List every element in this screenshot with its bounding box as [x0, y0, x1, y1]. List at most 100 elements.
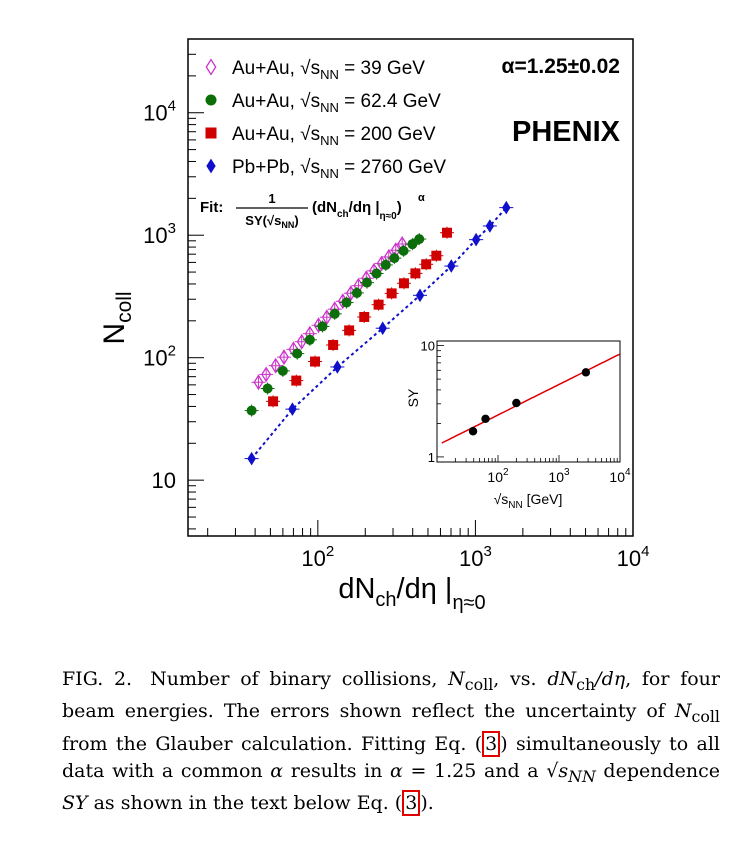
- data-point: [292, 348, 303, 359]
- x-tick-label: 103: [459, 543, 492, 571]
- data-point: [447, 259, 456, 273]
- data-point: [344, 325, 355, 336]
- data-point: [378, 321, 387, 335]
- data-point: [361, 277, 372, 288]
- data-point: [485, 219, 495, 233]
- data-point: [333, 360, 342, 374]
- inset-y-tick-label: 1: [428, 450, 435, 465]
- data-point: [246, 405, 257, 416]
- inset-frame: [436, 340, 621, 463]
- caption-ncoll: Ncoll: [448, 668, 494, 694]
- inset-data-point: [481, 414, 490, 423]
- caption-text: as shown in the text below Eq. (: [87, 792, 403, 815]
- data-point: [288, 402, 297, 416]
- caption-text: , vs.: [493, 668, 548, 690]
- data-point: [431, 250, 442, 261]
- series-group: [266, 226, 454, 408]
- caption-text: , for four beam energies. The errors sho…: [62, 668, 720, 723]
- inset-x-axis-label: √sNN [GeV]: [494, 491, 563, 511]
- x-tick-label: 102: [301, 543, 334, 571]
- data-point: [414, 234, 425, 245]
- inset-data-point: [512, 398, 521, 408]
- data-point: [441, 227, 452, 238]
- data-point: [277, 365, 288, 376]
- y-tick-label: 103: [143, 220, 176, 248]
- data-point: [359, 311, 370, 322]
- y-tick-label: 102: [143, 343, 176, 371]
- data-point: [380, 259, 391, 270]
- fit-exponent: α: [418, 192, 425, 204]
- legend-label: Au+Au, √sNN = 200 GeV: [232, 124, 436, 148]
- data-point: [471, 232, 481, 247]
- data-point: [291, 375, 302, 386]
- inset-axes: 102 103 104 1 10: [421, 339, 631, 485]
- data-point: [328, 339, 339, 350]
- data-point: [398, 278, 409, 289]
- y-tick-label: 104: [143, 98, 176, 126]
- legend-label: Au+Au, √sNN = 39 GeV: [232, 58, 425, 82]
- fit-body: (dNch/dη |η≈0): [312, 199, 402, 222]
- caption-alpha: α: [390, 760, 403, 783]
- data-point: [341, 297, 352, 308]
- inset-x-tick-label: 104: [609, 467, 631, 485]
- experiment-label: PHENIX: [512, 116, 621, 148]
- data-point: [253, 374, 264, 391]
- data-point: [373, 299, 384, 310]
- legend-marker: [206, 158, 216, 174]
- equation-reference-link[interactable]: 3: [402, 790, 421, 817]
- fit-label: Fit:: [200, 199, 223, 216]
- data-point: [247, 451, 256, 466]
- data-point: [329, 308, 340, 319]
- legend: Au+Au, √sNN = 39 GeV Au+Au, √sNN = 62.4 G…: [205, 58, 446, 181]
- fit-formula: Fit: 1 SY(√sNN) (dNch/dη |η≈0) α: [200, 191, 425, 230]
- caption-text: = 1.25 and a: [402, 760, 547, 783]
- fit-numerator: 1: [268, 191, 275, 206]
- caption-alpha: α: [270, 760, 284, 783]
- caption-ncoll: Ncoll: [674, 700, 720, 727]
- data-point: [398, 245, 409, 256]
- data-point: [261, 366, 272, 383]
- caption-sqrt-s: √sNN: [546, 760, 596, 786]
- caption-text: results in: [283, 760, 391, 783]
- caption-text: dependence: [595, 760, 720, 783]
- data-point: [410, 268, 421, 279]
- legend-label: Pb+Pb, √sNN = 2760 GeV: [232, 157, 446, 181]
- y-axis-label: Ncoll: [98, 291, 136, 344]
- inset-y-axis-label: SY: [405, 388, 421, 407]
- equation-reference-link[interactable]: 3: [482, 730, 501, 757]
- x-axis-label: dNch/dη |η≈0: [338, 573, 485, 614]
- inset-data-point: [581, 368, 591, 377]
- data-point: [386, 288, 397, 299]
- main-series: [244, 200, 514, 466]
- figure-caption: FIG. 2. Number of binary collisions, Ncol…: [62, 666, 720, 818]
- data-point: [270, 357, 281, 374]
- data-point: [502, 200, 511, 215]
- inset-points: [468, 368, 591, 436]
- caption-dndeta: dNch/dη: [547, 668, 626, 694]
- inset-y-tick-label: 10: [421, 339, 435, 354]
- data-point: [415, 288, 425, 303]
- data-point: [310, 356, 321, 367]
- x-tick-label: 104: [617, 543, 650, 571]
- data-point: [351, 287, 362, 298]
- caption-text: from the Glauber calculation. Fitting Eq…: [62, 732, 483, 755]
- data-point: [407, 239, 418, 250]
- legend-marker: [205, 58, 217, 76]
- figure: 102 103 104 10 102 103 104 Ncoll dNch/dη |η≈0 …: [98, 38, 650, 614]
- data-point: [421, 259, 432, 270]
- legend-marker: [205, 94, 217, 106]
- caption-label: FIG. 2.: [62, 668, 133, 690]
- fit-denominator: SY(√sNN): [245, 213, 298, 230]
- data-point: [262, 383, 273, 394]
- data-point: [278, 349, 290, 366]
- inset-chart: 102 103 104 1 10 SY √sNN [GeV]: [405, 339, 631, 511]
- data-point: [389, 253, 400, 264]
- y-tick-label: 10: [152, 468, 176, 493]
- data-point: [268, 396, 279, 407]
- legend-label: Au+Au, √sNN = 62.4 GeV: [232, 91, 441, 115]
- inset-x-tick-label: 102: [487, 467, 509, 485]
- inset-data-point: [468, 427, 478, 436]
- data-point: [304, 334, 315, 345]
- alpha-annotation: α=1.25±0.02: [502, 55, 620, 78]
